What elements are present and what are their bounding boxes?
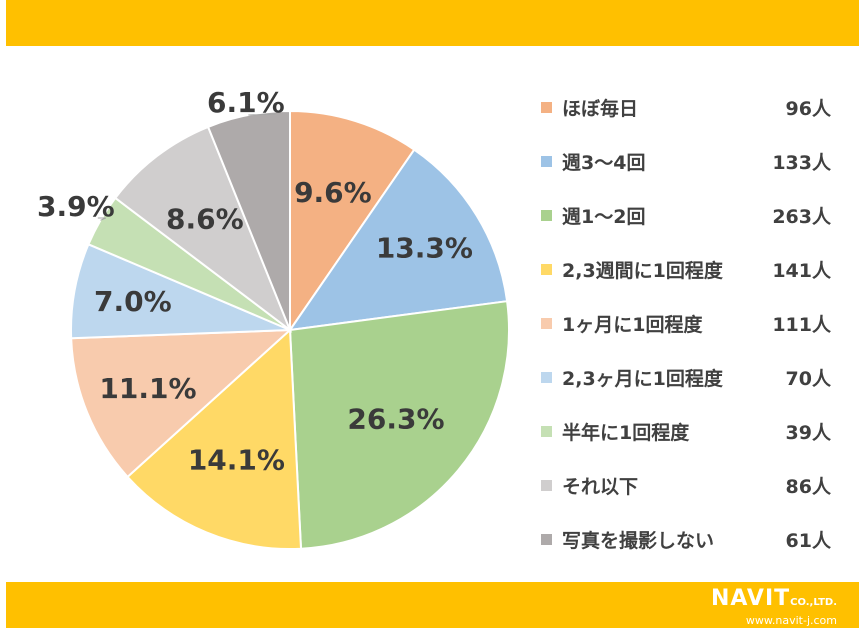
pie-slice xyxy=(288,300,510,550)
legend-count: 111人 xyxy=(772,314,832,336)
legend-label: 半年に1回程度 xyxy=(562,421,690,444)
legend-count: 61人 xyxy=(786,530,832,552)
legend-count: 96人 xyxy=(786,98,832,120)
legend-count: 133人 xyxy=(772,152,832,174)
navit-logo: NAVITCO.,LTD. www.navit-j.com xyxy=(710,586,837,628)
legend-label: 週1～2回 xyxy=(562,206,645,228)
pie-slices xyxy=(70,109,510,550)
legend-count: 70人 xyxy=(786,368,832,390)
legend-label: ほぼ毎日 xyxy=(562,97,638,120)
legend-swatch xyxy=(541,102,552,113)
legend-count: 141人 xyxy=(772,260,832,282)
slice-percent-label: 3.9% xyxy=(37,190,115,223)
legend-swatch xyxy=(541,480,552,491)
pie-slice xyxy=(126,327,303,550)
slice-percent-label: 9.6% xyxy=(294,176,372,209)
legend-swatch xyxy=(541,534,552,545)
slice-percent-label: 6.1% xyxy=(207,86,285,119)
legend-count: 86人 xyxy=(786,476,832,498)
legend-swatch xyxy=(541,156,552,167)
logo-url: www.navit-j.com xyxy=(745,614,837,627)
pie-slice xyxy=(289,109,416,334)
top-banner xyxy=(6,0,859,46)
pie-slice xyxy=(113,125,293,333)
slice-percent-label: 7.0% xyxy=(94,285,172,318)
leader-line xyxy=(97,217,106,221)
pie-slice xyxy=(70,328,293,479)
data-labels: 9.6%13.3% 26.3% 14.1% 11.1% 7.0% 3.9% 8.6% 6.1% xyxy=(37,86,473,476)
pie-slice xyxy=(206,109,291,331)
logo-suffix: CO.,LTD. xyxy=(790,597,837,608)
slice-percent-label: 8.6% xyxy=(166,203,244,236)
slice-percent-label: 26.3% xyxy=(347,402,444,435)
legend-label: 1ヶ月に1回程度 xyxy=(562,313,703,336)
legend-label: 2,3ヶ月に1回程度 xyxy=(562,367,724,390)
slice-percent-label: 13.3% xyxy=(376,232,473,265)
logo-brand: NAVIT xyxy=(710,586,791,611)
legend-label: 2,3週間に1回程度 xyxy=(562,259,724,282)
legend-swatch xyxy=(541,426,552,437)
legend-label: 週3～4回 xyxy=(562,152,645,174)
legend-count: 39人 xyxy=(786,422,832,444)
slice-percent-label: 11.1% xyxy=(99,372,196,405)
pie-slice xyxy=(287,148,509,332)
legend-swatch xyxy=(541,372,552,383)
legend-swatch xyxy=(541,210,552,221)
legend-count: 263人 xyxy=(772,206,832,228)
leader-lines xyxy=(97,113,276,221)
legend-label: それ以下 xyxy=(562,476,638,498)
legend-swatch xyxy=(541,318,552,329)
slice-percent-label: 14.1% xyxy=(188,444,285,477)
legend-swatch xyxy=(541,264,552,275)
bottom-banner xyxy=(6,582,859,628)
leader-line xyxy=(248,113,276,116)
legend-label: 写真を撮影しない xyxy=(562,529,714,552)
